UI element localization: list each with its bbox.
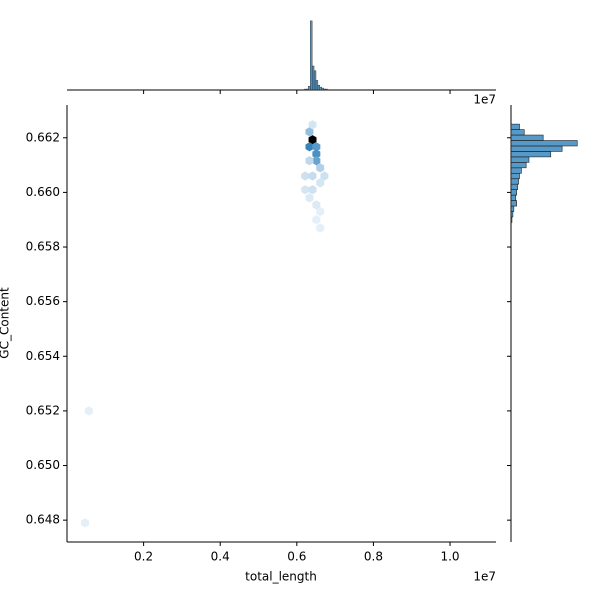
y-tick-label: 0.650 — [26, 458, 60, 472]
hexbin — [320, 171, 329, 181]
x-hist-bar — [311, 65, 315, 91]
x-axis-label: total_length — [245, 570, 317, 584]
hexbin — [305, 127, 314, 137]
y-hist-bar — [510, 178, 519, 185]
y-tick-label: 0.656 — [26, 294, 60, 308]
hexbin — [312, 149, 321, 159]
y-tick-label: 0.662 — [26, 130, 60, 144]
x-hist-bar — [306, 88, 309, 91]
hexbin — [305, 156, 314, 166]
hexbin — [312, 156, 321, 166]
y-hist-bar — [510, 194, 517, 201]
y-hist-bar — [510, 123, 520, 130]
hexbin — [305, 193, 314, 203]
x-hist-bar — [321, 87, 324, 91]
hexbin — [316, 223, 325, 233]
x-tick-label: 1.0 — [440, 550, 459, 564]
hexbin — [305, 142, 314, 152]
y-hist-bar — [510, 189, 517, 196]
y-hist-bar — [510, 172, 520, 180]
hexbin — [308, 120, 317, 130]
x-hist-bar — [319, 86, 322, 91]
x-hist-bar — [308, 85, 311, 91]
hexbin — [316, 206, 325, 217]
hexbin — [301, 185, 310, 195]
x-hist-bar — [313, 70, 317, 91]
y-hist-bar — [510, 134, 544, 141]
hexbin — [316, 163, 325, 173]
hexbin — [308, 135, 317, 145]
y-hist-bar — [510, 156, 530, 163]
y-hist-bar — [510, 200, 517, 207]
x-hist-bar — [310, 20, 313, 91]
hexbin — [301, 171, 310, 181]
hexbin — [308, 171, 317, 181]
y-tick-label: 0.648 — [26, 513, 60, 527]
hexbin — [81, 518, 89, 528]
hexbin — [316, 178, 325, 188]
y-hist-bar — [510, 211, 514, 218]
x-hist-bar — [304, 88, 307, 91]
y-tick-label: 0.654 — [26, 349, 60, 363]
x-tick-label: 0.6 — [287, 550, 306, 564]
hexbin — [312, 215, 321, 225]
x-hist-bar — [325, 88, 328, 91]
y-hist-bar — [510, 151, 552, 158]
y-hist-bar — [510, 205, 515, 212]
y-hist-bar — [510, 216, 513, 223]
x-hist-bar — [315, 80, 319, 91]
x-tick-label: 0.4 — [211, 550, 230, 564]
hexbin — [84, 406, 93, 416]
hexbin — [308, 185, 317, 195]
y-tick-label: 0.652 — [26, 403, 60, 417]
x-offset-label: 1e7 — [473, 570, 496, 584]
y-hist-bar — [510, 167, 522, 174]
hexbin — [312, 200, 321, 210]
y-tick-label: 0.658 — [26, 240, 60, 254]
x-hist-bar — [323, 88, 326, 91]
y-hist-bar — [510, 140, 578, 147]
x-offset-label-top: 1e7 — [473, 93, 496, 107]
x-tick-label: 0.8 — [364, 550, 383, 564]
hexbin — [312, 142, 321, 152]
y-hist-bar — [510, 129, 525, 136]
y-axis-label: GC_Content — [0, 287, 12, 359]
y-hist-bar — [510, 183, 518, 190]
y-hist-bar — [510, 162, 527, 169]
x-hist-bar — [317, 84, 321, 91]
y-hist-bar — [510, 145, 563, 152]
x-tick-label: 0.2 — [134, 550, 153, 564]
y-tick-label: 0.660 — [26, 185, 60, 199]
